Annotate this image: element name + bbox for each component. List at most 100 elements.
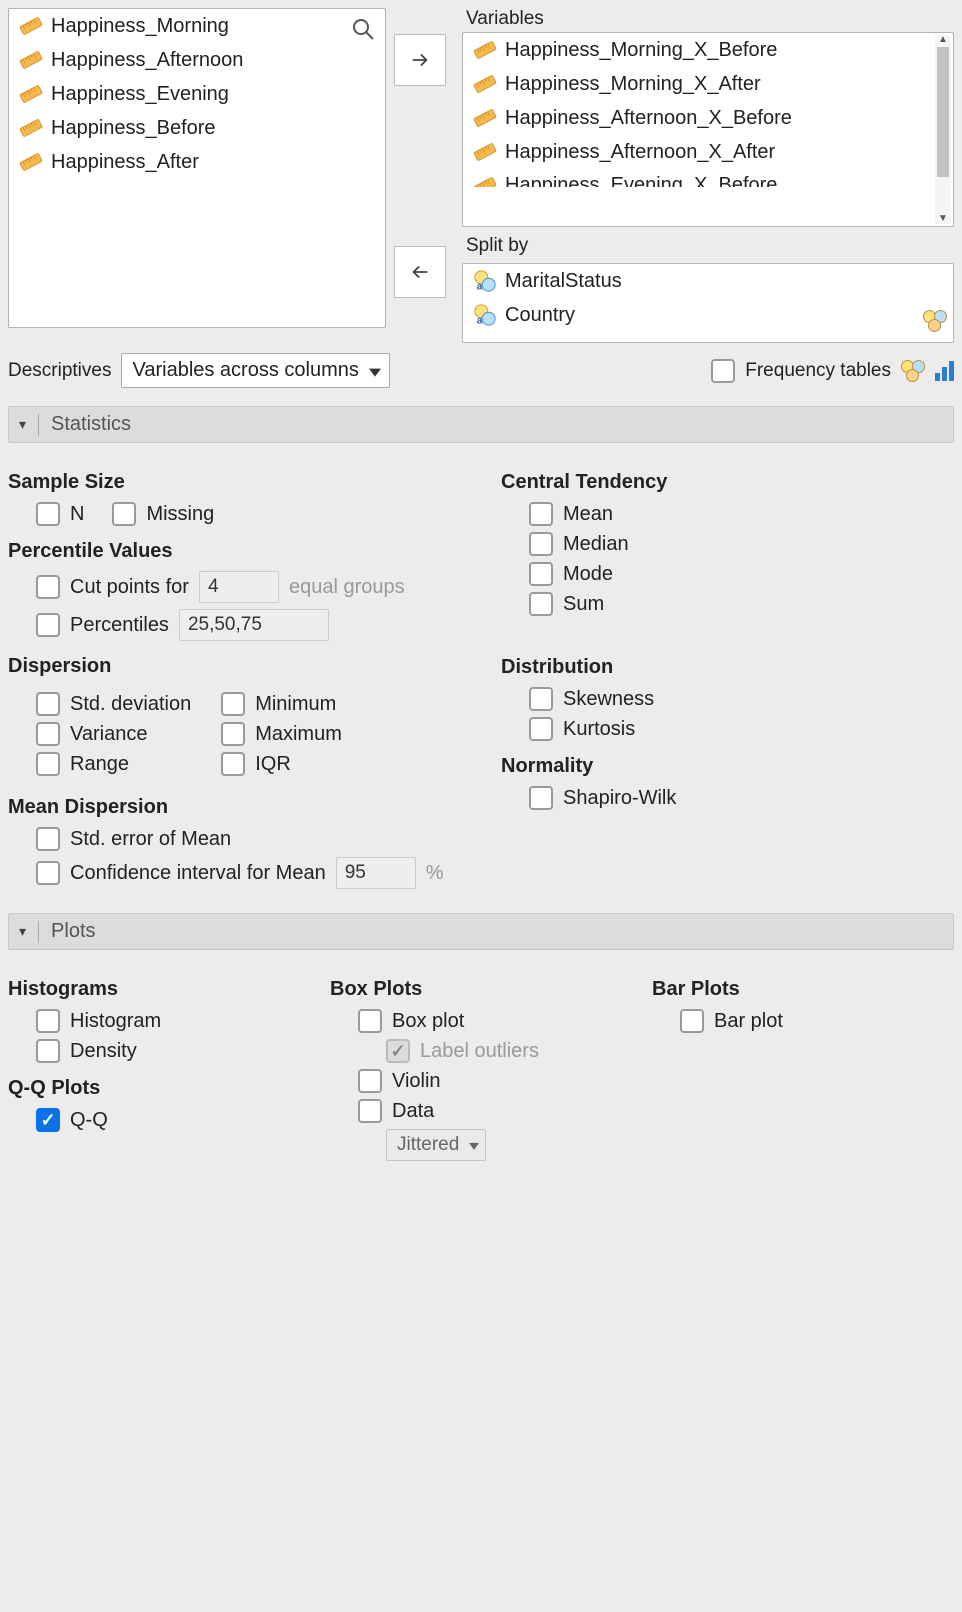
variable-name: Happiness_Evening_X_Before [505,174,777,187]
normality-title: Normality [501,755,954,778]
arrow-left-icon [409,261,431,283]
variable-name: Happiness_Morning_X_After [505,73,761,96]
missing-label: Missing [146,503,214,526]
frequency-tables-checkbox[interactable] [711,359,735,383]
cut-points-label: Cut points for [70,576,189,599]
cut-points-checkbox[interactable] [36,575,60,599]
variable-name: MaritalStatus [505,270,622,293]
nominal-icon [473,269,497,293]
scale-icon [19,82,43,106]
density-label: Density [70,1040,137,1063]
scale-icon [473,174,497,187]
source-variable-item[interactable]: Happiness_Before [9,111,385,145]
nominal-type-icon [923,310,947,338]
n-checkbox[interactable] [36,502,60,526]
plots-section-title: Plots [51,920,95,943]
arrow-right-icon [409,49,431,71]
split-variable-item[interactable]: Country [463,298,953,332]
mode-label: Mode [563,563,613,586]
barplot-checkbox[interactable] [680,1009,704,1033]
mode-checkbox[interactable] [529,562,553,586]
frequency-tables-label: Frequency tables [745,360,891,382]
scale-icon [473,106,497,130]
max-label: Maximum [255,723,342,746]
qq-title: Q-Q Plots [8,1077,310,1100]
std-checkbox[interactable] [36,692,60,716]
search-icon[interactable] [351,17,375,41]
percentiles-input[interactable]: 25,50,75 [179,609,329,641]
data-mode-select[interactable]: Jittered [386,1129,486,1161]
ci-checkbox[interactable] [36,861,60,885]
source-variable-item[interactable]: Happiness_Afternoon [9,43,385,77]
violin-checkbox[interactable] [358,1069,382,1093]
shapiro-checkbox[interactable] [529,786,553,810]
min-checkbox[interactable] [221,692,245,716]
missing-checkbox[interactable] [112,502,136,526]
statistics-section-header[interactable]: ▾ Statistics [8,406,954,443]
scroll-down-icon: ▼ [938,214,948,224]
equal-groups-label: equal groups [289,576,405,599]
variables-list[interactable]: Happiness_Morning_X_Before Happiness_Morn… [462,32,954,227]
kurt-checkbox[interactable] [529,717,553,741]
histogram-checkbox[interactable] [36,1009,60,1033]
max-checkbox[interactable] [221,722,245,746]
scale-icon [19,14,43,38]
split-by-label: Split by [466,235,954,257]
assigned-variable-item[interactable]: Happiness_Morning_X_After [463,67,935,101]
assigned-variable-item[interactable]: Happiness_Evening_X_Before [463,169,935,187]
variables-scrollbar[interactable]: ▲ ▼ [935,35,951,224]
bar-title: Bar Plots [652,978,954,1001]
qq-label: Q-Q [70,1109,108,1132]
variable-name: Country [505,304,575,327]
boxplot-checkbox[interactable] [358,1009,382,1033]
scale-icon [473,72,497,96]
box-title: Box Plots [330,978,632,1001]
violin-label: Violin [392,1070,441,1093]
qq-checkbox[interactable] [36,1108,60,1132]
percentiles-checkbox[interactable] [36,613,60,637]
variable-name: Happiness_Before [51,117,216,140]
median-label: Median [563,533,629,556]
cut-points-input[interactable]: 4 [199,571,279,603]
range-label: Range [70,753,129,776]
data-checkbox[interactable] [358,1099,382,1123]
label-outliers-label: Label outliers [420,1040,539,1063]
se-checkbox[interactable] [36,827,60,851]
scale-icon [19,116,43,140]
nominal-icon [473,303,497,327]
columns-mode-select[interactable]: Variables across columns [121,353,389,388]
assign-split-button[interactable] [394,246,446,298]
iqr-label: IQR [255,753,291,776]
std-label: Std. deviation [70,693,191,716]
n-label: N [70,503,84,526]
density-checkbox[interactable] [36,1039,60,1063]
source-variable-item[interactable]: Happiness_After [9,145,385,179]
variance-checkbox[interactable] [36,722,60,746]
chevron-down-icon: ▾ [19,416,26,433]
ci-input[interactable]: 95 [336,857,416,889]
range-checkbox[interactable] [36,752,60,776]
variable-name: Happiness_Morning [51,15,229,38]
median-checkbox[interactable] [529,532,553,556]
assigned-variable-item[interactable]: Happiness_Afternoon_X_Before [463,101,935,135]
plots-section-header[interactable]: ▾ Plots [8,913,954,950]
sum-checkbox[interactable] [529,592,553,616]
se-label: Std. error of Mean [70,828,231,851]
percentile-title: Percentile Values [8,540,461,563]
skew-checkbox[interactable] [529,687,553,711]
source-variable-item[interactable]: Happiness_Evening [9,77,385,111]
source-variables-list[interactable]: Happiness_MorningHappiness_AfternoonHapp… [8,8,386,328]
mean-checkbox[interactable] [529,502,553,526]
assign-variables-button[interactable] [394,34,446,86]
descriptives-label: Descriptives [8,360,111,382]
iqr-checkbox[interactable] [221,752,245,776]
ordinal-icon [935,361,954,381]
assigned-variable-item[interactable]: Happiness_Morning_X_Before [463,33,935,67]
split-variable-item[interactable]: MaritalStatus [463,264,953,298]
assigned-variable-item[interactable]: Happiness_Afternoon_X_After [463,135,935,169]
variable-name: Happiness_Morning_X_Before [505,39,777,62]
source-variable-item[interactable]: Happiness_Morning [9,9,385,43]
variable-name: Happiness_After [51,151,199,174]
scroll-thumb[interactable] [937,47,949,177]
split-by-list[interactable]: MaritalStatus Country [462,263,954,343]
